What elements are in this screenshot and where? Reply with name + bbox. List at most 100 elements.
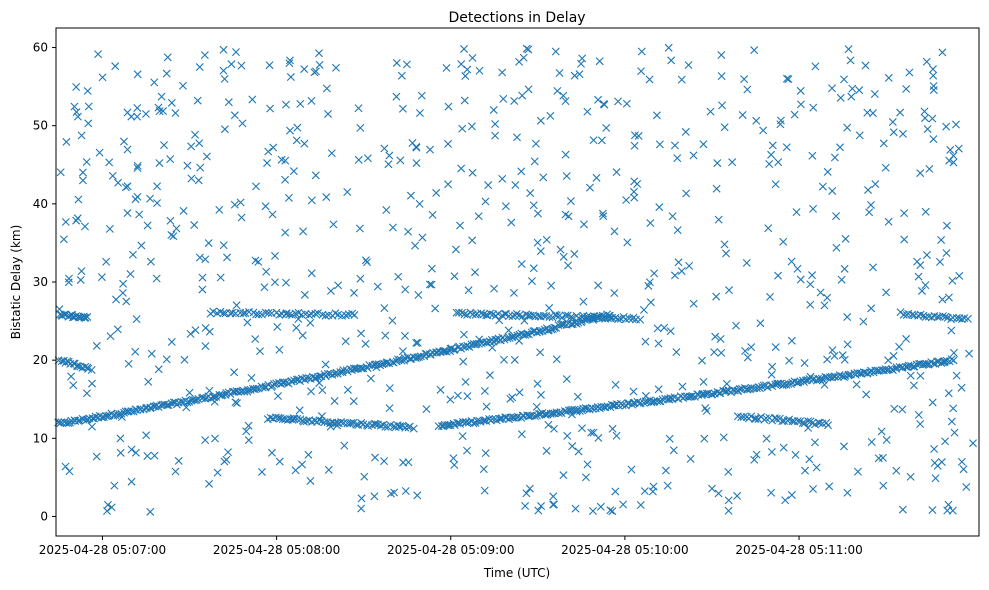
noise-point bbox=[413, 491, 422, 500]
noise-point bbox=[767, 370, 776, 379]
noise-point bbox=[669, 446, 678, 455]
track-falling-12b-point bbox=[750, 414, 759, 423]
noise-point bbox=[327, 149, 336, 158]
noise-point bbox=[457, 164, 466, 173]
noise-point bbox=[262, 267, 271, 276]
noise-point bbox=[257, 467, 266, 476]
noise-point bbox=[921, 207, 930, 216]
noise-point bbox=[247, 373, 256, 382]
noise-point bbox=[315, 378, 324, 387]
noise-point bbox=[667, 56, 676, 65]
noise-point bbox=[464, 286, 473, 295]
noise-point bbox=[531, 139, 540, 148]
track-rising-1-point bbox=[570, 318, 579, 327]
noise-point bbox=[386, 489, 395, 498]
noise-point bbox=[461, 72, 470, 81]
noise-point bbox=[157, 92, 166, 101]
noise-point bbox=[431, 304, 440, 313]
noise-point bbox=[363, 154, 372, 163]
noise-point bbox=[781, 496, 790, 505]
noise-point bbox=[291, 466, 300, 475]
noise-point bbox=[674, 258, 683, 267]
track-falling-12b-point bbox=[804, 417, 813, 426]
track-flat-26c-point bbox=[518, 312, 527, 321]
noise-point bbox=[103, 500, 112, 509]
noise-point bbox=[717, 348, 726, 357]
noise-point bbox=[611, 380, 620, 389]
noise-point bbox=[162, 355, 171, 364]
noise-point bbox=[879, 139, 888, 148]
noise-point bbox=[449, 454, 458, 463]
noise-point bbox=[385, 404, 394, 413]
x-tick-label: 2025-04-28 05:09:00 bbox=[387, 543, 514, 557]
noise-point bbox=[200, 51, 209, 60]
track-rising-1-point bbox=[163, 401, 172, 410]
noise-point bbox=[384, 160, 393, 169]
noise-point bbox=[550, 424, 558, 433]
noise-point bbox=[655, 203, 664, 212]
noise-point bbox=[809, 485, 818, 493]
noise-point bbox=[220, 125, 229, 134]
noise-point bbox=[273, 322, 282, 331]
noise-point bbox=[637, 67, 646, 76]
noise-point bbox=[133, 192, 142, 201]
noise-point bbox=[722, 379, 731, 388]
noise-point bbox=[575, 70, 584, 79]
noise-point bbox=[587, 428, 596, 437]
noise-point bbox=[785, 356, 794, 365]
noise-point bbox=[507, 218, 516, 227]
noise-point bbox=[530, 157, 539, 166]
noise-point bbox=[382, 206, 391, 214]
noise-point bbox=[72, 216, 81, 225]
noise-point bbox=[898, 405, 907, 414]
noise-point bbox=[552, 355, 561, 364]
noise-point bbox=[456, 221, 465, 230]
noise-point bbox=[864, 185, 873, 194]
noise-point bbox=[380, 304, 389, 313]
noise-point bbox=[417, 91, 426, 100]
noise-point bbox=[929, 86, 938, 95]
noise-point bbox=[793, 264, 802, 273]
noise-point bbox=[97, 273, 106, 282]
noise-point bbox=[167, 231, 176, 239]
track-rising-1-point bbox=[215, 390, 224, 399]
noise-point bbox=[281, 100, 290, 109]
noise-point bbox=[153, 199, 162, 208]
noise-point bbox=[144, 377, 153, 386]
track-rising-2-point bbox=[708, 390, 717, 399]
noise-point bbox=[812, 463, 821, 472]
track-rising-1-point bbox=[550, 323, 559, 332]
noise-point bbox=[665, 434, 674, 443]
noise-point bbox=[143, 221, 152, 230]
noise-point bbox=[78, 176, 87, 185]
track-rising-2-point bbox=[653, 397, 662, 406]
noise-point bbox=[853, 467, 862, 476]
noise-point bbox=[660, 323, 669, 332]
noise-point bbox=[480, 387, 489, 395]
track-falling-12a-point bbox=[288, 415, 297, 424]
noise-point bbox=[292, 136, 301, 145]
track-falling-12a-point bbox=[296, 415, 305, 424]
noise-point bbox=[340, 441, 349, 450]
noise-point bbox=[322, 193, 331, 202]
noise-point bbox=[275, 457, 284, 466]
noise-point bbox=[481, 197, 490, 206]
noise-point bbox=[830, 351, 839, 360]
noise-point bbox=[119, 279, 128, 288]
noise-point bbox=[107, 503, 116, 512]
noise-point bbox=[743, 353, 752, 362]
noise-point bbox=[439, 346, 448, 355]
noise-point bbox=[881, 163, 890, 172]
noise-point bbox=[517, 167, 526, 176]
noise-point bbox=[230, 111, 239, 120]
noise-point bbox=[315, 49, 323, 58]
noise-point bbox=[566, 197, 575, 206]
noise-point bbox=[562, 375, 571, 384]
noise-point bbox=[896, 108, 905, 117]
noise-point bbox=[909, 381, 918, 390]
noise-point bbox=[285, 59, 294, 68]
noise-point bbox=[467, 122, 476, 131]
noise-point bbox=[823, 355, 832, 364]
noise-point bbox=[828, 346, 837, 355]
track-rising-1-point bbox=[252, 384, 261, 393]
